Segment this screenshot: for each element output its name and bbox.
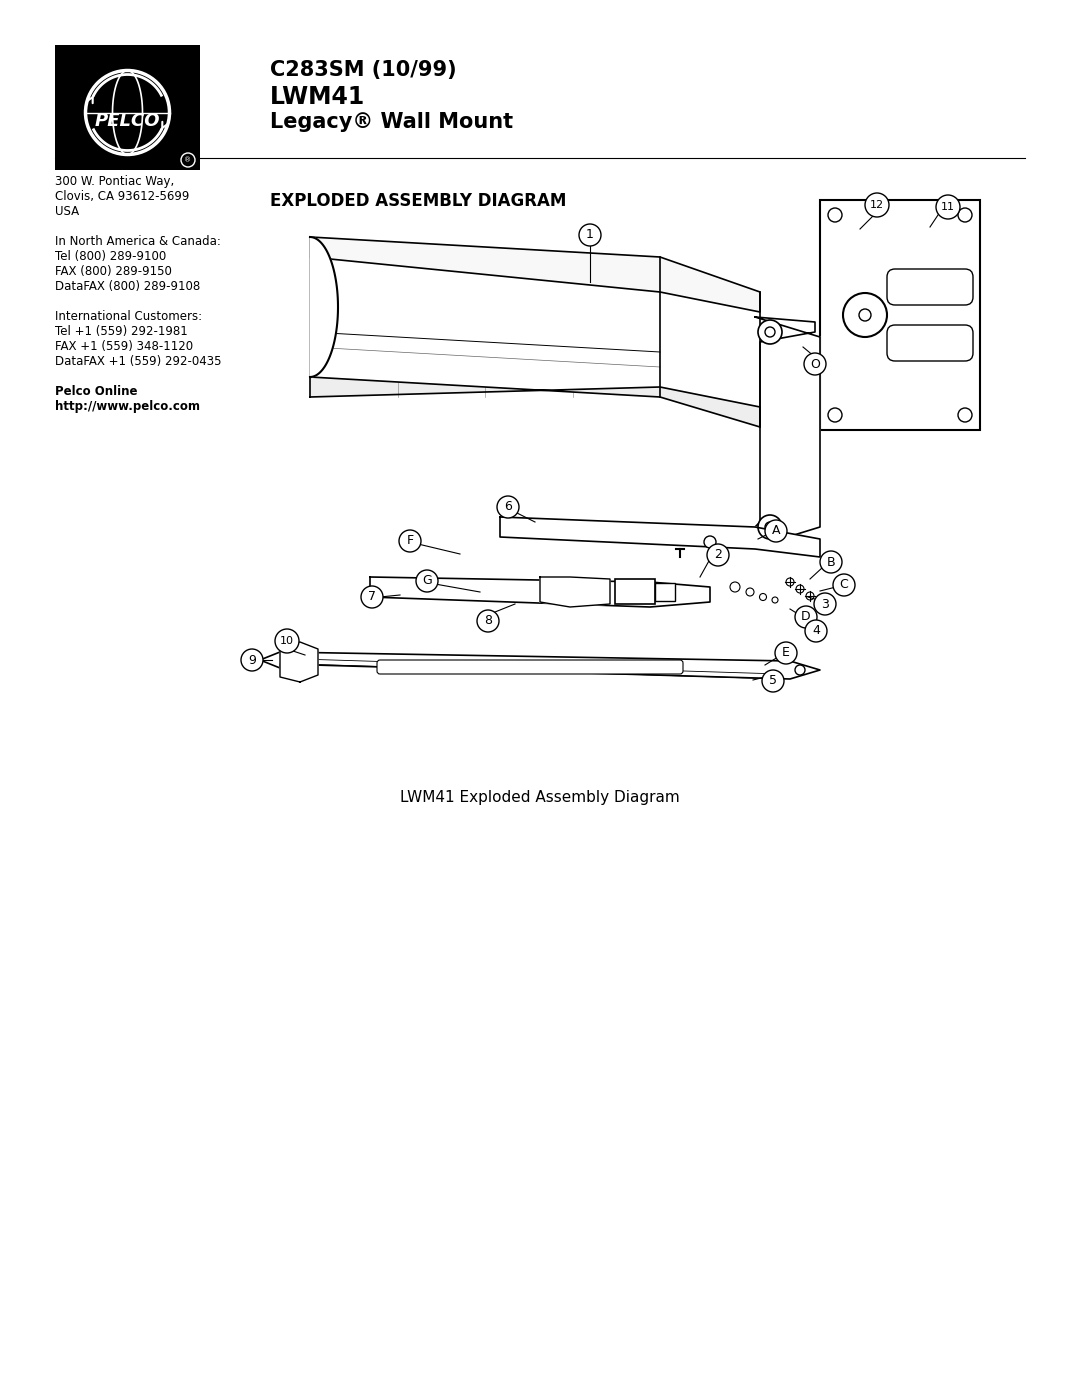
Text: USA: USA [55, 205, 79, 218]
Text: EXPLODED ASSEMBLY DIAGRAM: EXPLODED ASSEMBLY DIAGRAM [270, 191, 566, 210]
Circle shape [795, 665, 805, 675]
Bar [55, 45, 200, 170]
Circle shape [796, 585, 804, 592]
Text: In North America & Canada:: In North America & Canada: [55, 235, 221, 249]
Circle shape [814, 592, 836, 615]
Text: D: D [801, 610, 811, 623]
Circle shape [765, 520, 787, 542]
Circle shape [833, 574, 855, 597]
FancyBboxPatch shape [377, 659, 683, 673]
Polygon shape [310, 237, 760, 312]
Polygon shape [500, 517, 820, 557]
Circle shape [181, 154, 195, 168]
Text: 12: 12 [869, 200, 885, 210]
Circle shape [759, 594, 767, 601]
Text: LWM41 Exploded Assembly Diagram: LWM41 Exploded Assembly Diagram [400, 789, 680, 805]
Circle shape [477, 610, 499, 631]
Polygon shape [310, 377, 760, 427]
Text: 8: 8 [484, 615, 492, 627]
Circle shape [958, 208, 972, 222]
Text: C: C [839, 578, 849, 591]
Text: 5: 5 [769, 675, 777, 687]
Text: Legacy® Wall Mount: Legacy® Wall Mount [270, 112, 513, 131]
Circle shape [795, 606, 816, 629]
Text: 10: 10 [280, 636, 294, 645]
Circle shape [765, 522, 775, 532]
Text: PELCO: PELCO [95, 112, 160, 130]
Circle shape [843, 293, 887, 337]
Text: 7: 7 [368, 591, 376, 604]
Text: Pelco Online: Pelco Online [55, 386, 137, 398]
Bar [615, 578, 654, 604]
Bar [654, 583, 675, 601]
Circle shape [497, 496, 519, 518]
Text: 9: 9 [248, 654, 256, 666]
Circle shape [241, 650, 264, 671]
Circle shape [758, 515, 782, 539]
Text: DataFAX (800) 289-9108: DataFAX (800) 289-9108 [55, 279, 200, 293]
FancyBboxPatch shape [887, 270, 973, 305]
Text: Tel +1 (559) 292-1981: Tel +1 (559) 292-1981 [55, 326, 188, 338]
Circle shape [416, 570, 438, 592]
Circle shape [936, 196, 960, 219]
Circle shape [958, 408, 972, 422]
Polygon shape [540, 577, 610, 608]
Text: FAX +1 (559) 348-1120: FAX +1 (559) 348-1120 [55, 339, 193, 353]
Text: Tel (800) 289-9100: Tel (800) 289-9100 [55, 250, 166, 263]
Text: 2: 2 [714, 549, 721, 562]
Circle shape [730, 583, 740, 592]
Text: 1: 1 [586, 229, 594, 242]
Text: 4: 4 [812, 624, 820, 637]
Text: Clovis, CA 93612-5699: Clovis, CA 93612-5699 [55, 190, 189, 203]
Text: DataFAX +1 (559) 292-0435: DataFAX +1 (559) 292-0435 [55, 355, 221, 367]
Text: 11: 11 [941, 203, 955, 212]
Text: LWM41: LWM41 [270, 85, 365, 109]
FancyBboxPatch shape [887, 326, 973, 360]
Circle shape [828, 208, 842, 222]
Circle shape [707, 543, 729, 566]
Circle shape [704, 536, 716, 548]
Circle shape [859, 309, 870, 321]
Circle shape [758, 320, 782, 344]
Circle shape [765, 327, 775, 337]
Circle shape [820, 550, 842, 573]
Text: E: E [782, 647, 789, 659]
Text: O: O [810, 358, 820, 370]
Polygon shape [370, 577, 710, 608]
Polygon shape [755, 317, 820, 548]
Polygon shape [260, 652, 820, 679]
Circle shape [361, 585, 383, 608]
Text: B: B [826, 556, 835, 569]
Circle shape [275, 629, 299, 652]
Circle shape [85, 70, 170, 155]
Text: 6: 6 [504, 500, 512, 514]
Text: International Customers:: International Customers: [55, 310, 202, 323]
Text: FAX (800) 289-9150: FAX (800) 289-9150 [55, 265, 172, 278]
Text: http://www.pelco.com: http://www.pelco.com [55, 400, 200, 414]
Circle shape [805, 620, 827, 643]
Circle shape [772, 597, 778, 604]
Bar [820, 200, 980, 430]
Circle shape [579, 224, 600, 246]
Circle shape [806, 592, 814, 599]
Circle shape [775, 643, 797, 664]
Text: G: G [422, 574, 432, 588]
Text: F: F [406, 535, 414, 548]
Polygon shape [310, 237, 338, 377]
Text: 300 W. Pontiac Way,: 300 W. Pontiac Way, [55, 175, 174, 189]
Circle shape [746, 588, 754, 597]
Circle shape [786, 578, 794, 585]
Circle shape [399, 529, 421, 552]
Text: A: A [772, 524, 780, 538]
Circle shape [828, 408, 842, 422]
Text: ®: ® [185, 156, 191, 163]
Circle shape [804, 353, 826, 374]
Text: C283SM (10/99): C283SM (10/99) [270, 60, 457, 80]
Circle shape [865, 193, 889, 217]
Circle shape [762, 671, 784, 692]
Polygon shape [280, 643, 318, 682]
Text: 3: 3 [821, 598, 829, 610]
